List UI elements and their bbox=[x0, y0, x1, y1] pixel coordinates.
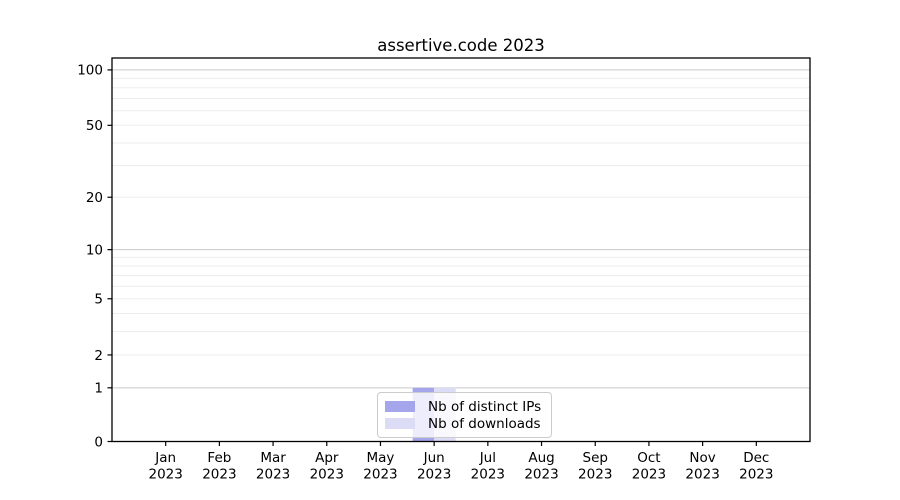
x-tick-label-month: Oct bbox=[637, 450, 660, 466]
x-tick-label-month: May bbox=[367, 450, 395, 466]
x-tick-label-year: 2023 bbox=[256, 467, 290, 483]
x-tick-label-year: 2023 bbox=[739, 467, 773, 483]
legend: Nb of distinct IPs Nb of downloads bbox=[377, 392, 553, 438]
chart-title: assertive.code 2023 bbox=[377, 36, 545, 55]
x-tick-label-year: 2023 bbox=[471, 467, 505, 483]
x-tick-label-year: 2023 bbox=[632, 467, 666, 483]
x-tick-label-month: Mar bbox=[260, 450, 286, 466]
legend-label-distinct-ips: Nb of distinct IPs bbox=[428, 398, 542, 415]
x-tick-label-year: 2023 bbox=[202, 467, 236, 483]
x-tick-label-month: Feb bbox=[207, 450, 231, 466]
x-tick-label-month: Aug bbox=[528, 450, 554, 466]
y-tick-label: 50 bbox=[86, 118, 103, 134]
x-tick-label-month: Dec bbox=[743, 450, 769, 466]
legend-label-downloads: Nb of downloads bbox=[428, 415, 541, 432]
y-tick-label: 100 bbox=[77, 63, 103, 79]
x-tick-label-year: 2023 bbox=[363, 467, 397, 483]
x-tick-label-year: 2023 bbox=[524, 467, 558, 483]
x-tick-label-month: Nov bbox=[689, 450, 715, 466]
y-tick-label: 5 bbox=[94, 292, 103, 308]
x-tick-label-month: Apr bbox=[315, 450, 339, 466]
x-tick-label-year: 2023 bbox=[685, 467, 719, 483]
x-tick-label-year: 2023 bbox=[417, 467, 451, 483]
y-tick-label: 1 bbox=[94, 381, 103, 397]
x-tick-label-year: 2023 bbox=[578, 467, 612, 483]
x-tick-label-year: 2023 bbox=[310, 467, 344, 483]
legend-swatch-downloads bbox=[385, 418, 415, 429]
x-tick-label-month: Sep bbox=[583, 450, 608, 466]
legend-item-distinct-ips: Nb of distinct IPs bbox=[385, 398, 541, 415]
x-tick-label-month: Jan bbox=[154, 450, 176, 466]
legend-swatch-distinct-ips bbox=[385, 401, 415, 412]
x-tick-label-year: 2023 bbox=[149, 467, 183, 483]
y-tick-label: 0 bbox=[94, 434, 103, 450]
y-tick-label: 2 bbox=[94, 348, 103, 364]
y-tick-label: 10 bbox=[86, 242, 103, 258]
x-tick-label-month: Jul bbox=[479, 450, 496, 466]
y-tick-label: 20 bbox=[86, 190, 103, 206]
legend-item-downloads: Nb of downloads bbox=[385, 415, 541, 432]
x-tick-label-month: Jun bbox=[423, 450, 445, 466]
